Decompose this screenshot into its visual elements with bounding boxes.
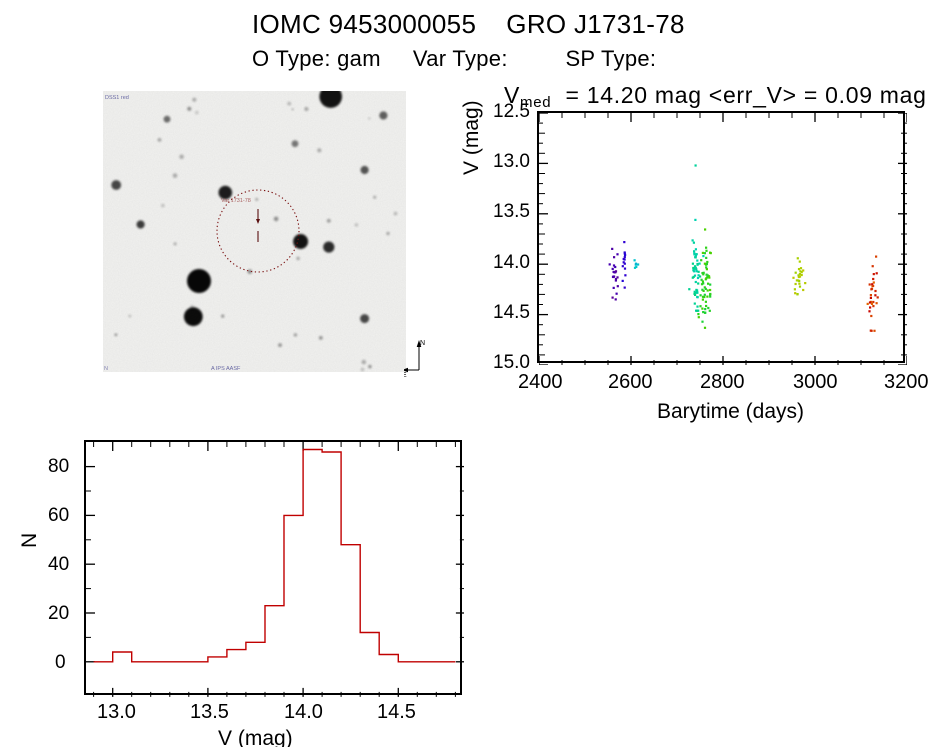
svg-text:E: E bbox=[404, 372, 407, 378]
svg-text:Var 1731-78: Var 1731-78 bbox=[221, 198, 251, 204]
svg-text:DSS1 red: DSS1 red bbox=[105, 95, 129, 101]
svg-text:N: N bbox=[420, 340, 425, 347]
svg-text:N: N bbox=[104, 366, 108, 372]
svg-text:A IPS AASF: A IPS AASF bbox=[211, 366, 241, 372]
